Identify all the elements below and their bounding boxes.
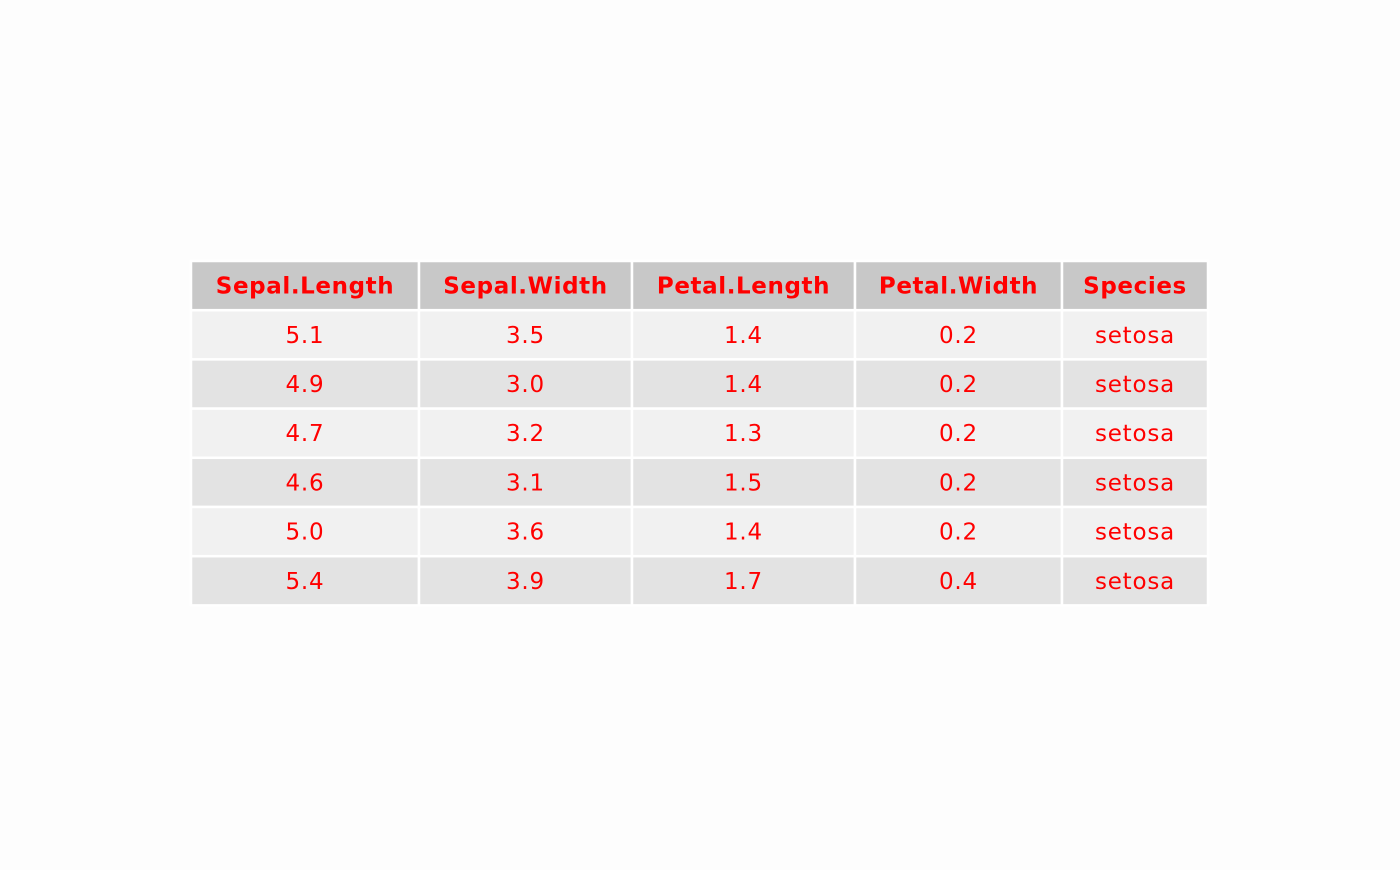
table-cell: 1.7 bbox=[724, 569, 763, 595]
table-cell-bg bbox=[189, 456, 421, 509]
table-cell-bg bbox=[417, 358, 634, 410]
table-cell: 3.6 bbox=[506, 520, 545, 546]
header-cell-bg bbox=[417, 259, 634, 312]
table-cell-bg bbox=[853, 505, 1064, 558]
table-cell: setosa bbox=[1095, 569, 1175, 595]
table-cell-bg bbox=[417, 407, 634, 460]
table-cell: 0.2 bbox=[939, 323, 978, 349]
table-cell-bg bbox=[417, 505, 634, 558]
table-cell-bg bbox=[1060, 308, 1210, 361]
table-cell: 0.2 bbox=[939, 520, 978, 546]
table-cell: 1.4 bbox=[724, 372, 763, 398]
table-cell: 0.2 bbox=[939, 421, 978, 447]
table-cell-bg bbox=[417, 456, 634, 509]
table-cell-bg bbox=[853, 358, 1064, 410]
table-cell: 3.1 bbox=[506, 470, 545, 496]
table-cell: 3.2 bbox=[506, 421, 545, 447]
table-cell: 1.3 bbox=[724, 421, 763, 447]
table-cell-bg bbox=[1060, 554, 1210, 607]
table-cell-bg bbox=[630, 308, 857, 361]
table-cell: 5.1 bbox=[286, 323, 325, 349]
column-header: Sepal.Width bbox=[443, 274, 607, 300]
table-cell: 1.4 bbox=[724, 520, 763, 546]
table-cell-bg bbox=[1060, 505, 1210, 558]
table-cell: 1.5 bbox=[724, 470, 763, 496]
table-cell-bg bbox=[853, 407, 1064, 460]
table-cell: 5.4 bbox=[286, 569, 325, 595]
header-cell-bg bbox=[189, 259, 421, 312]
table-cell: setosa bbox=[1095, 470, 1175, 496]
table-cell: 0.4 bbox=[939, 569, 978, 595]
table-cell-bg bbox=[1060, 407, 1210, 460]
table-cell: 3.0 bbox=[506, 372, 545, 398]
table-cell: setosa bbox=[1095, 421, 1175, 447]
table-cell: setosa bbox=[1095, 323, 1175, 349]
table-cell-bg bbox=[853, 554, 1064, 607]
column-header: Petal.Width bbox=[879, 274, 1038, 300]
table-cell: 4.7 bbox=[286, 421, 325, 447]
table-cell: 3.9 bbox=[506, 569, 545, 595]
table-cell: 4.9 bbox=[286, 372, 325, 398]
table-cell: setosa bbox=[1095, 520, 1175, 546]
table-cell: 3.5 bbox=[506, 323, 545, 349]
table-cell: 1.4 bbox=[724, 323, 763, 349]
table-cell-bg bbox=[189, 554, 421, 607]
table-cell-bg bbox=[630, 456, 857, 509]
column-header: Species bbox=[1083, 274, 1187, 300]
column-header: Petal.Length bbox=[657, 274, 830, 300]
table-cell: 0.2 bbox=[939, 470, 978, 496]
column-header: Sepal.Length bbox=[216, 274, 394, 300]
table-cell: setosa bbox=[1095, 372, 1175, 398]
table-cell-bg bbox=[189, 308, 421, 361]
table-cell-bg bbox=[189, 407, 421, 460]
table-cell: 0.2 bbox=[939, 372, 978, 398]
table-cell: 4.6 bbox=[286, 470, 325, 496]
table-cell: 5.0 bbox=[286, 520, 325, 546]
